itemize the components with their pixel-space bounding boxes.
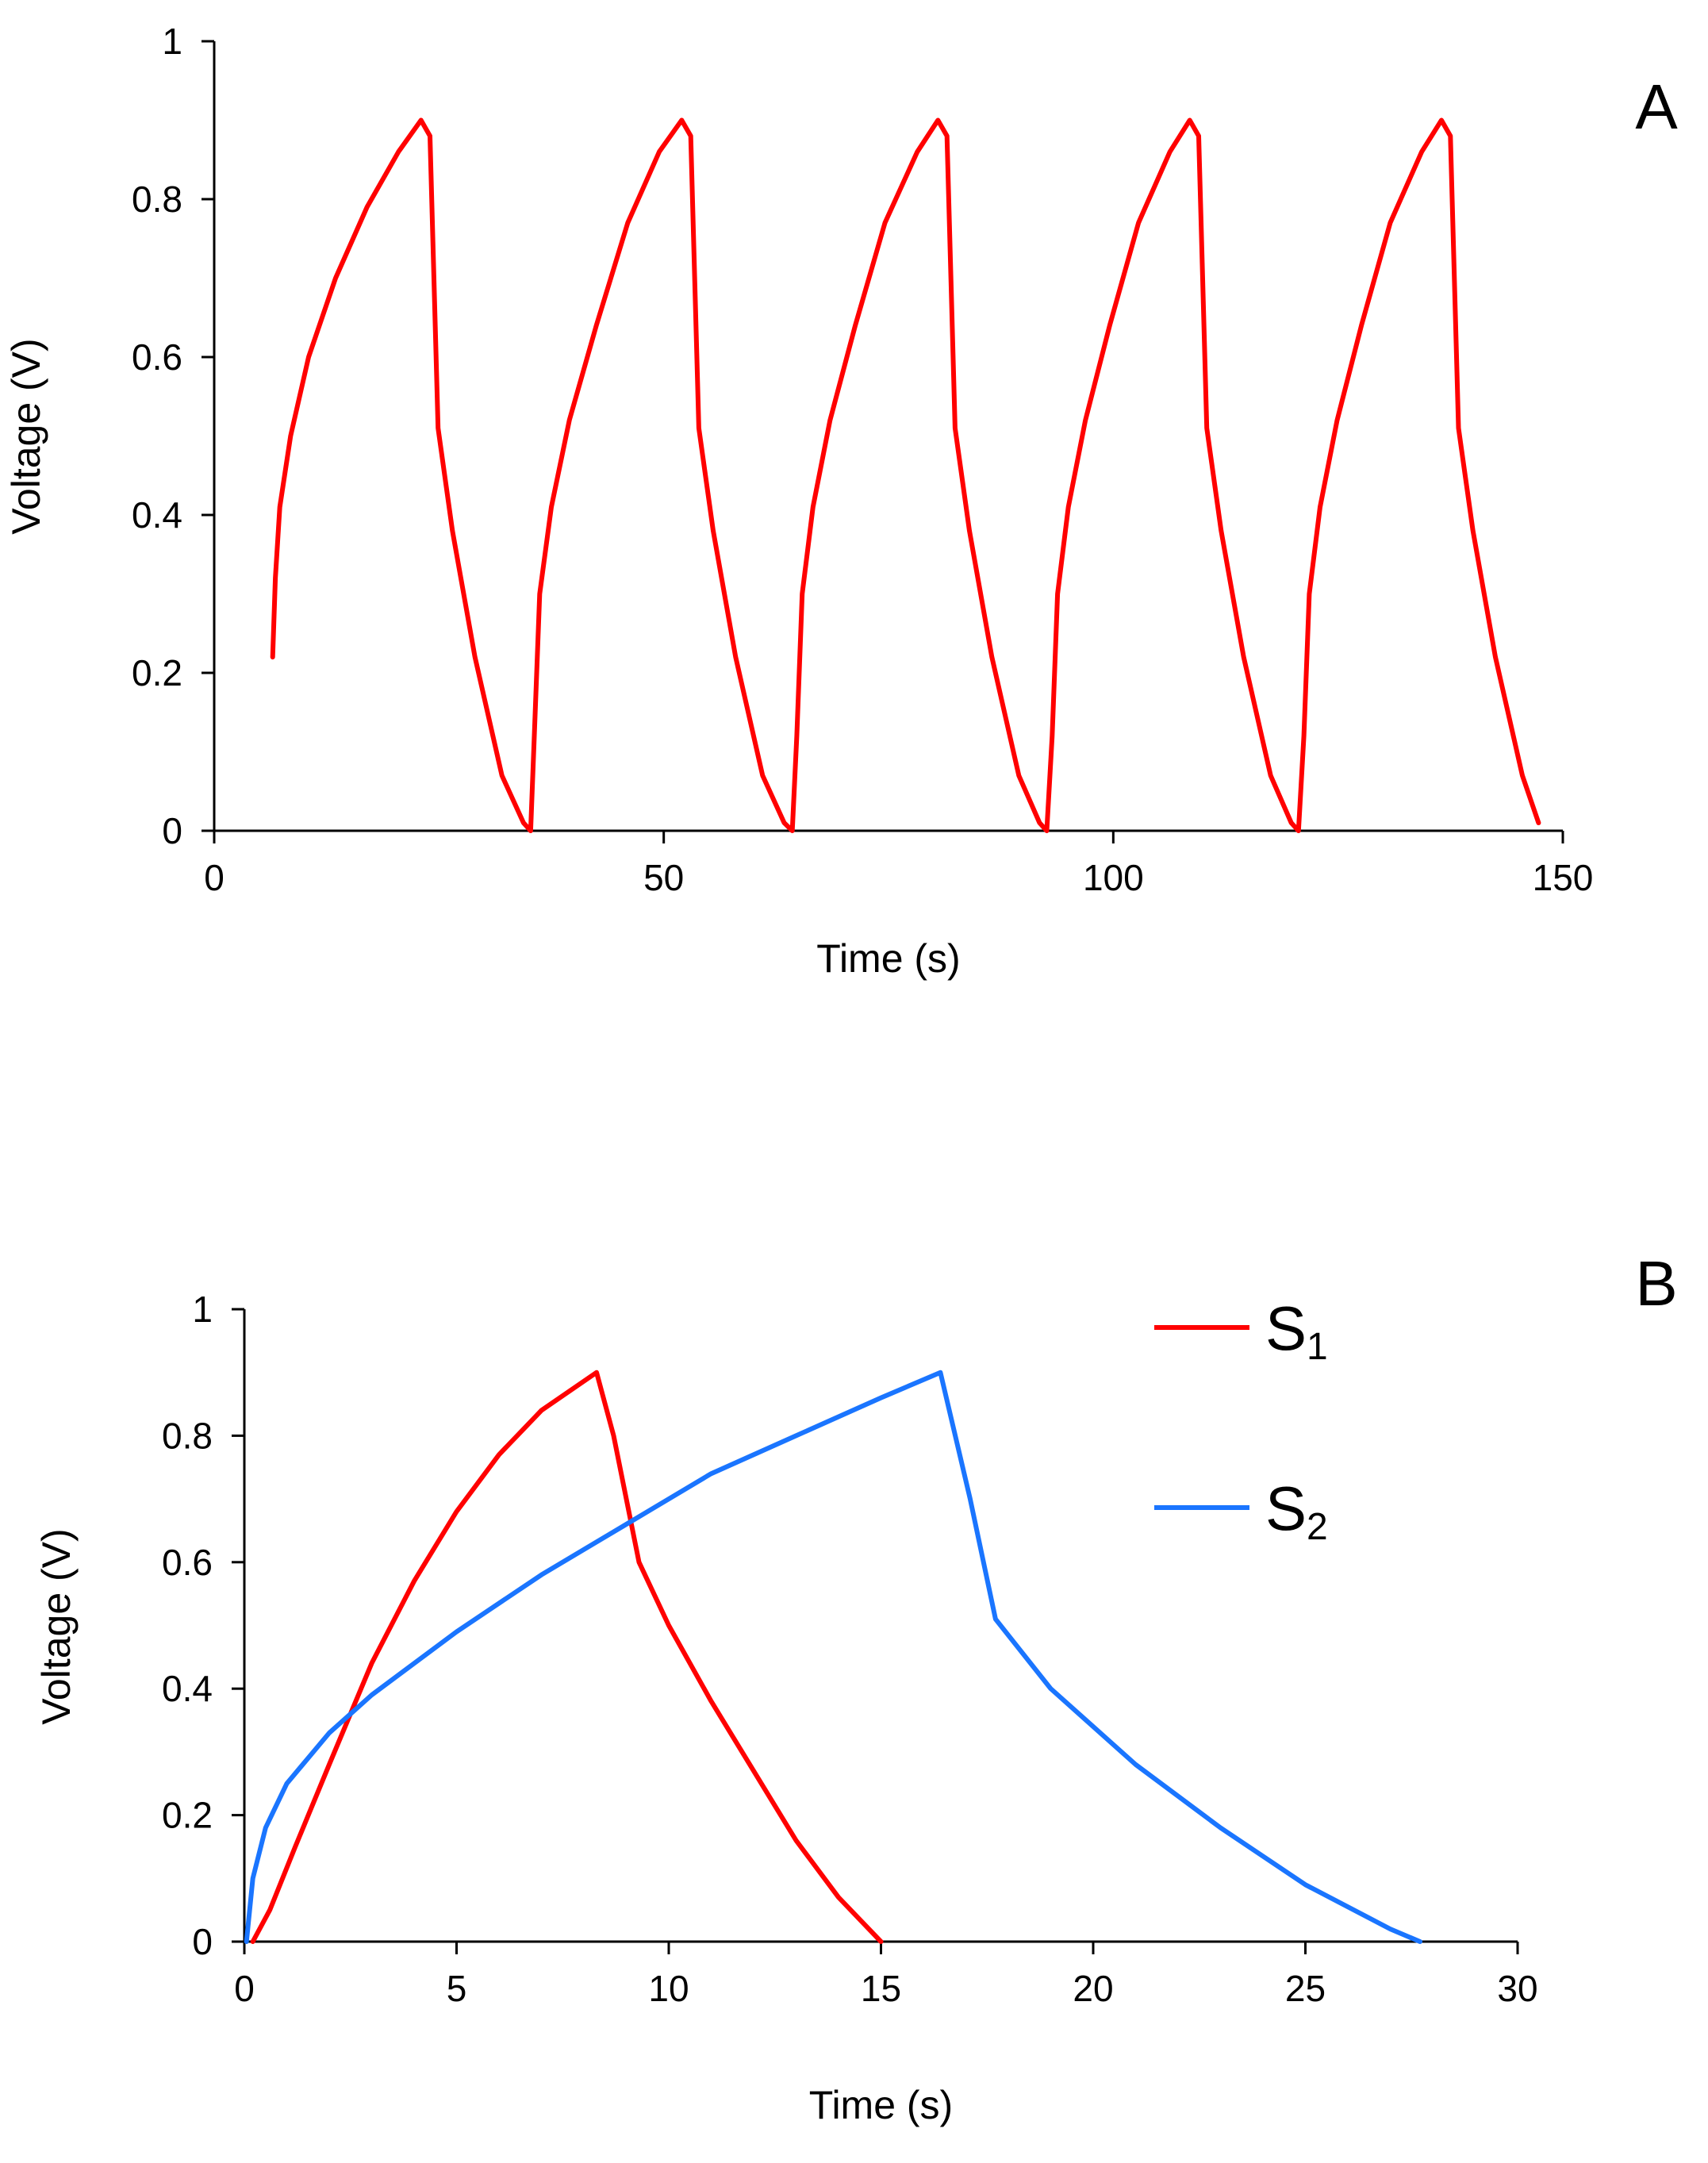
y-tick-label: 0.8 <box>132 179 182 220</box>
x-tick-label: 0 <box>234 1968 255 2009</box>
x-tick-label: 5 <box>447 1968 467 2009</box>
series-line-s2 <box>244 1370 1422 1944</box>
x-tick-label: 15 <box>861 1968 901 2009</box>
legend-label-main: S <box>1265 1473 1307 1543</box>
series-line-a-1 <box>270 117 1541 833</box>
y-tick-label: 1 <box>192 1289 213 1330</box>
y-tick-label: 0.2 <box>132 652 182 693</box>
x-tick-label: 25 <box>1285 1968 1326 2009</box>
legend-label-s1: S1 <box>1265 1293 1328 1368</box>
x-axis-title: Time (s) <box>816 936 960 981</box>
legend-label-main: S <box>1265 1293 1307 1363</box>
y-tick-label: 0.6 <box>162 1542 213 1583</box>
y-tick-label: 0.4 <box>162 1668 213 1709</box>
x-tick-label: 20 <box>1073 1968 1113 2009</box>
y-axis-title: Voltage (V) <box>4 338 48 534</box>
legend-label-subscript: 1 <box>1307 1326 1328 1368</box>
x-tick-label: 30 <box>1497 1968 1537 2009</box>
panel-label-b: B <box>1635 1248 1677 1319</box>
x-tick-label: 0 <box>204 857 225 898</box>
y-tick-label: 0.8 <box>162 1415 213 1456</box>
x-tick-label: 150 <box>1533 857 1594 898</box>
legend-label-subscript: 2 <box>1307 1506 1328 1548</box>
x-tick-label: 100 <box>1083 857 1144 898</box>
y-tick-label: 0.4 <box>132 494 182 536</box>
panel-label-a: A <box>1635 71 1678 142</box>
y-tick-label: 0.2 <box>162 1795 213 1836</box>
y-tick-label: 1 <box>162 21 182 62</box>
chart-b: 0 5 10 15 20 25 30 0 0.2 0.4 0.6 0.8 1 Time (s) Voltag… <box>34 1289 1538 2127</box>
legend-label-s2: S2 <box>1265 1473 1328 1548</box>
series-line-s1 <box>250 1370 884 1944</box>
y-axis-title: Voltage (V) <box>34 1528 79 1724</box>
x-tick-label: 10 <box>648 1968 689 2009</box>
x-tick-label: 50 <box>643 857 684 898</box>
chart-a: 0 50 100 150 0 0.2 0.4 0.6 0.8 1 Time (s) Voltage (… <box>4 21 1593 981</box>
x-axis-title: Time (s) <box>809 2083 953 2127</box>
y-tick-label: 0 <box>162 810 182 851</box>
y-tick-label: 0 <box>192 1921 213 1962</box>
y-tick-label: 0.6 <box>132 336 182 378</box>
